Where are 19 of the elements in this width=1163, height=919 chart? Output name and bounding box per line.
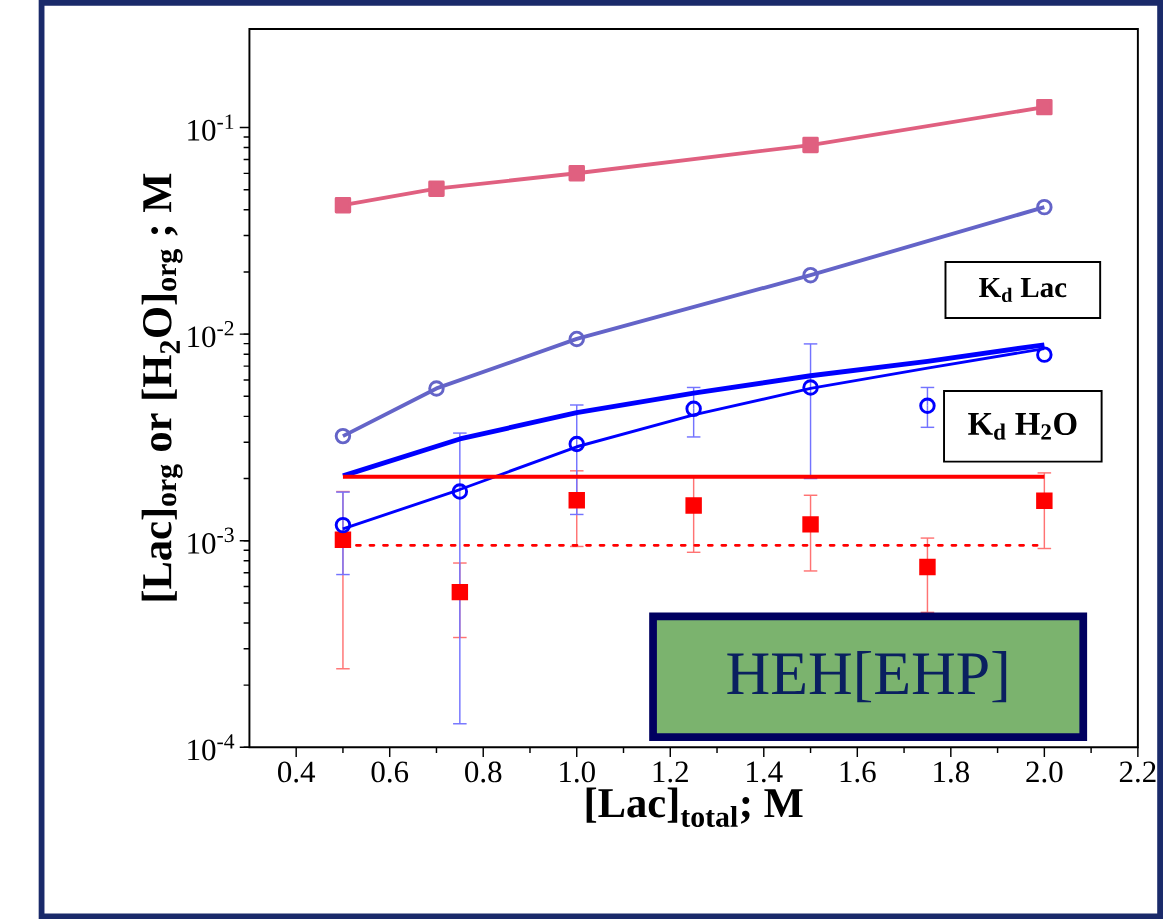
x-tick-label: 1.6: [840, 761, 876, 783]
x-axis-title: [Lac]$_{total}$; M: [586, 787, 803, 827]
x-tick-label: 2.0: [1026, 761, 1063, 783]
x-tick-label: 0.8: [465, 761, 502, 783]
annotation: K$_{d}$ Lac: [979, 277, 1067, 302]
annotation: K$_{d}$ H$_{2}$O: [968, 412, 1077, 440]
x-tick-label: 1.8: [934, 761, 969, 783]
x-tick-label: 2.2: [1119, 761, 1156, 783]
x-tick-label: 0.4: [278, 761, 316, 783]
x-tick-label: 0.6: [371, 761, 409, 783]
y-axis-title: [Lac]$_{org}$ or [H$_{2}$O]$_{org}$ ; M: [141, 173, 183, 601]
x-tick-label: 1.2: [653, 761, 688, 783]
y-tick-label: 10$^{-1}$: [188, 114, 234, 141]
y-tick-label: 10$^{-2}$: [188, 320, 234, 348]
x-tick-label: 1.4: [747, 761, 783, 783]
annotation: HEH[EHP]: [727, 650, 1007, 703]
x-tick-label: 1.0: [560, 761, 595, 783]
y-tick-label: 10$^{-3}$: [188, 527, 234, 554]
y-tick-label: 10$^{-4}$: [188, 734, 235, 761]
